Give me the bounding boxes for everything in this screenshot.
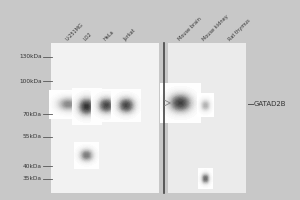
Text: LO2: LO2 xyxy=(83,31,93,42)
Text: 100kDa: 100kDa xyxy=(19,79,42,84)
Text: U-251MG: U-251MG xyxy=(64,22,84,42)
Bar xyxy=(51,43,159,193)
Text: Mouse brain: Mouse brain xyxy=(177,16,202,42)
Text: GATAD2B: GATAD2B xyxy=(254,101,286,107)
Text: Rat thymus: Rat thymus xyxy=(227,18,251,42)
Text: Jurkat: Jurkat xyxy=(123,28,136,42)
Text: 130kDa: 130kDa xyxy=(19,54,42,59)
Text: HeLa: HeLa xyxy=(103,29,115,42)
Bar xyxy=(169,43,247,193)
Text: 40kDa: 40kDa xyxy=(23,164,42,169)
Text: 35kDa: 35kDa xyxy=(23,176,42,181)
Text: 70kDa: 70kDa xyxy=(23,112,42,117)
Text: Mouse kidney: Mouse kidney xyxy=(202,14,230,42)
Text: 55kDa: 55kDa xyxy=(23,134,42,139)
